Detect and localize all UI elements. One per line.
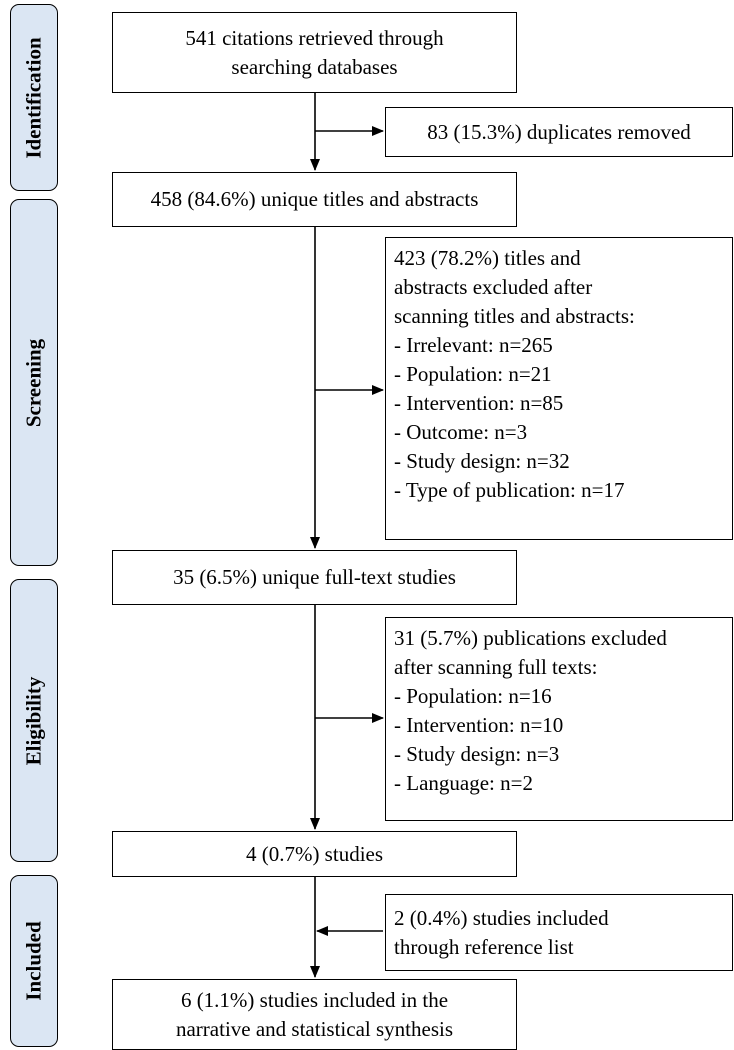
- unique-titles-box: 458 (84.6%) unique titles and abstracts: [112, 172, 517, 227]
- screening-exclusion-item: - Irrelevant: n=265: [394, 333, 553, 357]
- studies-text: 4 (0.7%) studies: [245, 841, 384, 866]
- reference-list-line-2: through reference list: [394, 934, 574, 959]
- phase-identification-label: Identification: [21, 36, 46, 159]
- fulltext-studies-box: 35 (6.5%) unique full-text studies: [112, 550, 517, 605]
- fulltext-exclusion-item: - Study design: n=3: [394, 742, 560, 766]
- fulltext-exclusion-item: - Population: n=16: [394, 684, 552, 708]
- fulltext-exclusions-box: 31 (5.7%) publications excluded after sc…: [385, 617, 733, 821]
- screening-exclusion-item: - Population: n=21: [394, 362, 552, 386]
- fulltext-exclusion-item: - Intervention: n=10: [394, 713, 564, 737]
- duplicates-removed-box: 83 (15.3%) duplicates removed: [385, 107, 733, 157]
- reference-list-line-1: 2 (0.4%) studies included: [394, 905, 609, 930]
- duplicates-removed-text: 83 (15.3%) duplicates removed: [427, 119, 691, 144]
- records-retrieved-line-1: 541 citations retrieved through: [185, 25, 444, 50]
- studies-box: 4 (0.7%) studies: [112, 831, 517, 877]
- screening-exclusions-heading-1: 423 (78.2%) titles and: [394, 246, 581, 270]
- screening-exclusion-item: - Intervention: n=85: [394, 391, 564, 415]
- phase-included-label: Included: [21, 921, 46, 1001]
- phase-included: Included: [10, 875, 58, 1047]
- final-synthesis-line-2: narrative and statistical synthesis: [175, 1016, 453, 1041]
- fulltext-exclusion-item: - Language: n=2: [394, 771, 533, 795]
- records-retrieved-box: 541 citations retrieved through searchin…: [112, 12, 517, 93]
- records-retrieved-line-2: searching databases: [231, 54, 398, 79]
- screening-exclusion-item: - Study design: n=32: [394, 449, 570, 473]
- fulltext-studies-text: 35 (6.5%) unique full-text studies: [173, 565, 456, 589]
- phase-screening-label: Screening: [21, 338, 46, 427]
- fulltext-exclusions-heading-1: 31 (5.7%) publications excluded: [394, 626, 667, 650]
- phase-eligibility-label: Eligibility: [21, 676, 46, 765]
- screening-exclusion-item: - Outcome: n=3: [394, 420, 528, 444]
- phase-eligibility: Eligibility: [10, 579, 58, 862]
- unique-titles-text: 458 (84.6%) unique titles and abstracts: [150, 187, 479, 211]
- screening-exclusion-item: - Type of publication: n=17: [394, 478, 625, 502]
- final-synthesis-line-1: 6 (1.1%) studies included in the: [180, 987, 449, 1012]
- fulltext-exclusions-heading-2: after scanning full texts:: [394, 655, 598, 679]
- screening-exclusions-box: 423 (78.2%) titles and abstracts exclude…: [385, 237, 733, 540]
- screening-exclusions-heading-3: scanning titles and abstracts:: [394, 304, 635, 328]
- reference-list-box: 2 (0.4%) studies included through refere…: [385, 894, 733, 971]
- phase-screening: Screening: [10, 199, 58, 566]
- screening-exclusions-heading-2: abstracts excluded after: [394, 275, 593, 299]
- final-synthesis-box: 6 (1.1%) studies included in the narrati…: [112, 979, 517, 1050]
- phase-identification: Identification: [10, 4, 58, 191]
